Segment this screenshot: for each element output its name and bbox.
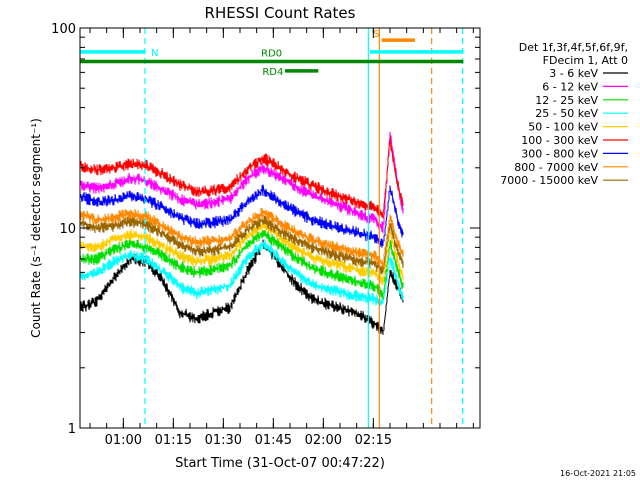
legend-label-7: 800 - 7000 keV bbox=[514, 161, 598, 174]
series-line-300-to-800keV bbox=[79, 184, 404, 248]
vertical-lines bbox=[144, 28, 464, 428]
series-line-6-to-12keV bbox=[79, 131, 404, 234]
footer-timestamp: 16-Oct-2021 21:05 bbox=[560, 469, 636, 478]
series-line-12-to-25keV bbox=[79, 230, 404, 300]
y-axis-ticks: 1 10 100 bbox=[51, 22, 480, 437]
legend-label-5: 100 - 300 keV bbox=[521, 134, 598, 147]
status-bar-label-RD4: RD4 bbox=[262, 67, 283, 78]
x-tick-label-3: 01:45 bbox=[255, 433, 292, 448]
plot-area: N S RD0 RD4 bbox=[79, 28, 464, 428]
legend-label-2: 12 - 25 keV bbox=[535, 94, 598, 107]
status-bars: N S RD0 RD4 bbox=[80, 29, 464, 78]
x-tick-label-2: 01:30 bbox=[205, 433, 242, 448]
chart-title: RHESSI Count Rates bbox=[205, 4, 356, 22]
legend-label-6: 300 - 800 keV bbox=[521, 147, 598, 160]
series-line-100-to-300keV bbox=[79, 135, 404, 219]
x-axis-label: Start Time (31-Oct-07 00:47:22) bbox=[175, 456, 385, 471]
x-tick-label-5: 02:15 bbox=[355, 433, 392, 448]
legend-header-line-2: FDecim 1, Att 0 bbox=[543, 54, 628, 67]
y-tick-label-1: 10 bbox=[59, 222, 76, 237]
y-axis-label: Count Rate (s⁻¹ detector segment⁻¹) bbox=[29, 118, 43, 338]
series-line-3-to-6keV bbox=[79, 239, 404, 335]
x-tick-label-0: 01:00 bbox=[105, 433, 142, 448]
series-line-25-to-50keV bbox=[79, 239, 404, 307]
series-line-800-to-7000keV bbox=[79, 208, 404, 269]
legend-label-3: 25 - 50 keV bbox=[535, 107, 598, 120]
legend: Det 1f,3f,4f,5f,6f,9f, FDecim 1, Att 0 3… bbox=[500, 41, 628, 187]
y-tick-label-2: 100 bbox=[51, 22, 76, 37]
x-tick-label-4: 02:00 bbox=[305, 433, 342, 448]
legend-label-8: 7000 - 15000 keV bbox=[500, 174, 598, 187]
legend-label-4: 50 - 100 keV bbox=[528, 121, 598, 134]
y-tick-label-0: 1 bbox=[68, 422, 76, 437]
status-bar-label-RD0: RD0 bbox=[261, 48, 282, 59]
legend-label-0: 3 - 6 keV bbox=[549, 67, 598, 80]
status-bar-label-S: S bbox=[373, 29, 379, 40]
x-axis-ticks: 01:00 01:15 01:30 01:45 02:00 02:15 bbox=[89, 28, 474, 448]
series-layer bbox=[79, 131, 404, 335]
legend-label-1: 6 - 12 keV bbox=[542, 80, 598, 93]
legend-header-line-1: Det 1f,3f,4f,5f,6f,9f, bbox=[519, 41, 628, 54]
status-bar-label-N: N bbox=[151, 48, 158, 59]
x-tick-label-1: 01:15 bbox=[155, 433, 192, 448]
series-line-50-to-100keV bbox=[79, 220, 404, 285]
